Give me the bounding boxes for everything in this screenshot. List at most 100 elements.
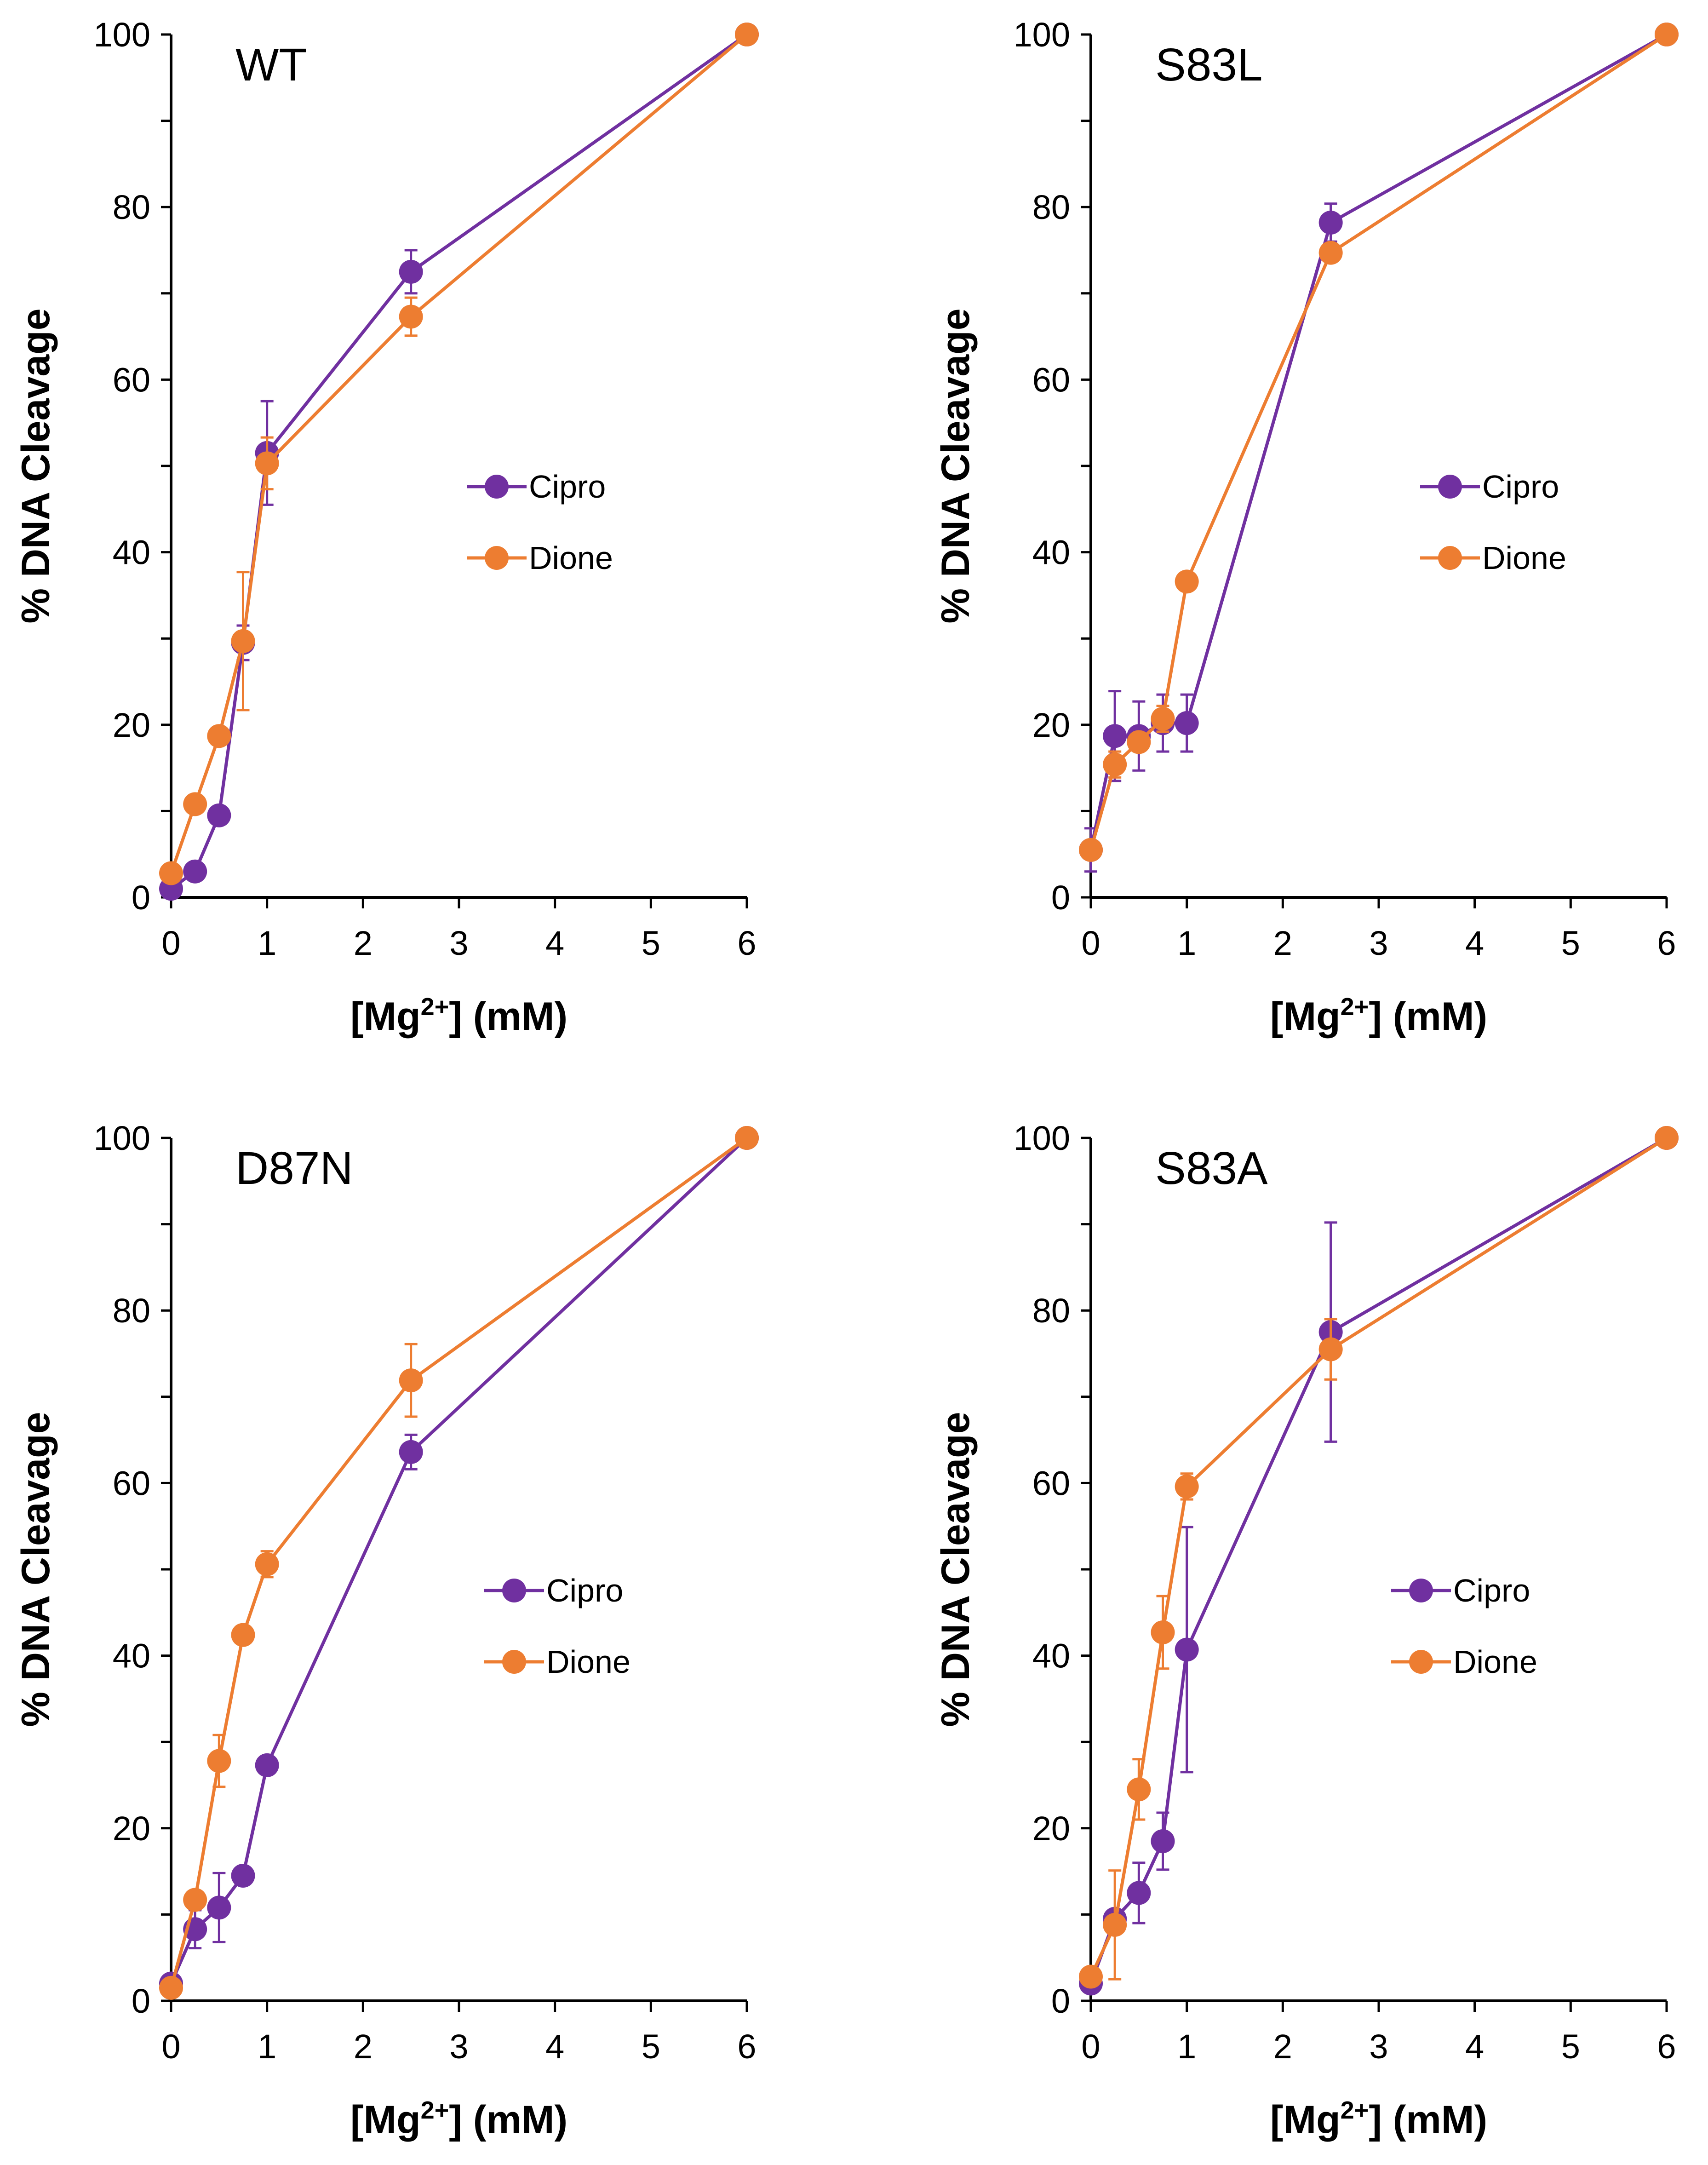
x-tick-label: 5: [1561, 2027, 1580, 2066]
x-tick-label: 5: [642, 924, 660, 962]
series-dione: [1079, 23, 1679, 862]
data-point: [1079, 1964, 1103, 1989]
data-point: [1151, 706, 1175, 731]
data-point: [183, 859, 207, 884]
y-tick-label: 0: [1051, 1982, 1070, 2020]
y-tick-label: 80: [113, 1292, 150, 1330]
y-tick-label: 100: [94, 16, 150, 54]
y-tick-label: 60: [113, 1464, 150, 1502]
data-point: [231, 1623, 255, 1647]
legend-marker: [1438, 475, 1462, 499]
legend-label: Cipro: [1453, 1573, 1530, 1608]
data-point: [1175, 569, 1199, 594]
data-point: [1175, 1474, 1199, 1499]
data-point: [399, 259, 423, 284]
data-point: [1103, 1912, 1127, 1937]
data-point: [1318, 241, 1343, 265]
legend-item-cipro: Cipro: [467, 469, 606, 505]
x-tick-label: 3: [449, 2027, 468, 2066]
legend-marker: [1438, 546, 1462, 570]
x-tick-label: 5: [642, 2027, 660, 2066]
x-tick-label: 6: [1657, 924, 1676, 962]
legend: Cipro Dione: [467, 469, 613, 576]
y-tick-label: 40: [1032, 1637, 1070, 1675]
legend-label: Dione: [529, 540, 613, 576]
y-tick-label: 100: [94, 1119, 150, 1157]
x-tick-label: 1: [258, 2027, 276, 2066]
data-point: [207, 724, 231, 748]
x-tick-label: 1: [1177, 2027, 1196, 2066]
x-tick-label: 5: [1561, 924, 1580, 962]
x-tick-label: 2: [1273, 924, 1292, 962]
y-tick-label: 20: [1032, 1809, 1070, 1848]
series-cipro: [1079, 1126, 1679, 1996]
legend-item-cipro: Cipro: [1391, 1573, 1530, 1608]
series-cipro: [159, 1126, 759, 1996]
data-point: [1151, 1620, 1175, 1644]
legend-marker: [502, 1650, 526, 1674]
legend: Cipro Dione: [484, 1573, 630, 1680]
panel-label: S83A: [1155, 1143, 1268, 1194]
legend: Cipro Dione: [1420, 469, 1566, 576]
y-tick-label: 60: [113, 361, 150, 399]
data-point: [735, 23, 759, 46]
y-tick-label: 80: [1032, 1292, 1070, 1330]
data-point: [1318, 1337, 1343, 1361]
data-point: [1103, 752, 1127, 777]
series-line: [1089, 1136, 1668, 1984]
series-cipro: [159, 23, 759, 901]
legend-marker: [485, 475, 509, 499]
legend-label: Dione: [546, 1644, 630, 1680]
y-tick-label: 60: [1032, 361, 1070, 399]
y-tick-label: 20: [1032, 706, 1070, 744]
y-tick-label: 20: [113, 1809, 150, 1848]
y-axis-title: % DNA Cleavage: [14, 308, 58, 623]
data-point: [735, 1126, 759, 1150]
legend-label: Dione: [1453, 1644, 1537, 1680]
data-point: [255, 451, 279, 476]
y-tick-label: 0: [1051, 879, 1070, 917]
x-tick-label: 1: [1177, 924, 1196, 962]
x-tick-label: 1: [258, 924, 276, 962]
x-tick-label: 6: [737, 924, 756, 962]
x-tick-label: 0: [161, 924, 180, 962]
x-tick-label: 3: [449, 924, 468, 962]
series-cipro: [1079, 23, 1679, 873]
x-axis-title: [Mg2+] (mM): [350, 993, 567, 1039]
data-point: [399, 1368, 423, 1393]
y-axis-title: % DNA Cleavage: [934, 308, 978, 623]
series-dione: [1079, 1126, 1679, 1989]
legend-item-cipro: Cipro: [484, 1573, 623, 1608]
data-point: [1103, 724, 1127, 748]
legend-item-dione: Dione: [1420, 540, 1566, 576]
panel-label: D87N: [235, 1143, 353, 1194]
data-point: [1655, 23, 1679, 46]
y-axis-title: % DNA Cleavage: [14, 1412, 58, 1727]
x-tick-label: 2: [354, 924, 373, 962]
data-point: [255, 1753, 279, 1777]
legend-item-dione: Dione: [484, 1644, 630, 1680]
data-point: [159, 861, 183, 885]
x-tick-label: 3: [1369, 2027, 1388, 2066]
x-tick-label: 4: [545, 2027, 564, 2066]
data-point: [1127, 730, 1151, 754]
legend-marker: [502, 1579, 526, 1602]
data-point: [159, 1975, 183, 2000]
x-tick-label: 4: [1465, 924, 1484, 962]
x-axis-title: [Mg2+] (mM): [1270, 993, 1487, 1039]
y-tick-label: 100: [1014, 1119, 1070, 1157]
data-point: [399, 1440, 423, 1464]
y-tick-label: 80: [113, 188, 150, 226]
legend-item-dione: Dione: [1391, 1644, 1537, 1680]
y-tick-label: 40: [113, 1637, 150, 1675]
data-point: [255, 1552, 279, 1576]
data-point: [207, 1749, 231, 1773]
series-line: [1089, 1137, 1668, 1977]
data-point: [1079, 838, 1103, 862]
y-tick-label: 40: [113, 534, 150, 572]
x-tick-label: 0: [1081, 924, 1100, 962]
